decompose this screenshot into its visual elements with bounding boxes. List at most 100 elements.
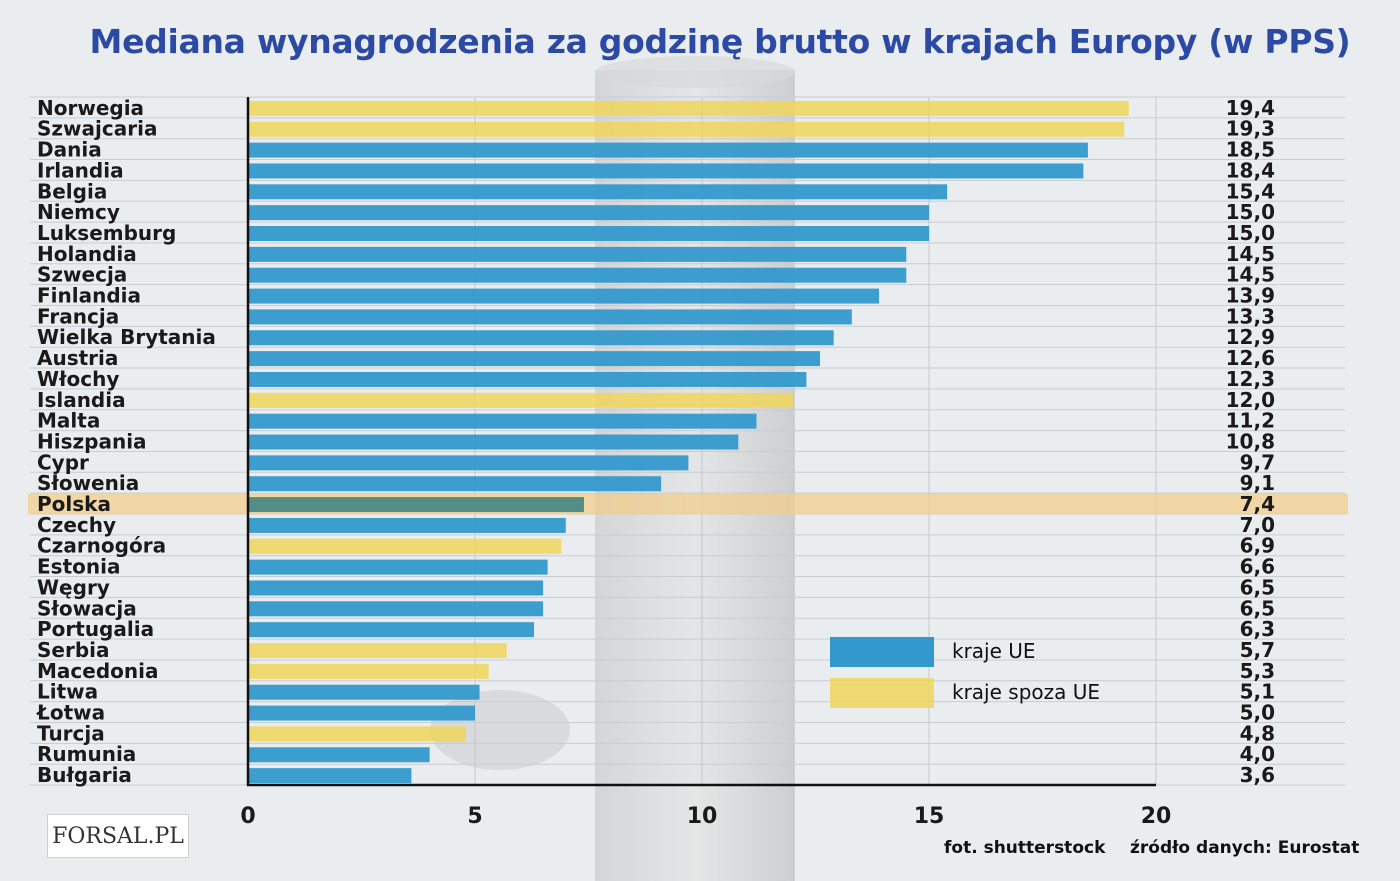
value-label: 3,6 [1240,763,1275,787]
value-label: 6,3 [1240,617,1275,641]
category-label: Słowacja [37,596,137,620]
bar-wielka-brytania [248,330,834,346]
value-label: 12,9 [1226,325,1275,349]
category-label: Łotwa [36,701,105,725]
value-label: 11,2 [1226,409,1275,433]
bar-słowenia [248,476,662,492]
bar-serbia [248,643,507,659]
bar-cypr [248,455,689,471]
value-label: 18,5 [1226,138,1275,162]
category-label: Rumunia [37,742,136,766]
category-label: Luksemburg [37,221,176,245]
bar-litwa [248,684,480,700]
value-label: 10,8 [1226,429,1275,453]
x-tick-label: 5 [467,804,482,829]
category-label: Wielka Brytania [37,325,216,349]
bar-macedonia [248,663,489,679]
highlight-band-polska [28,493,1348,515]
category-label: Polska [37,492,111,516]
category-label: Macedonia [37,659,158,683]
bar-węgry [248,580,544,596]
category-label: Finlandia [37,284,141,308]
value-label: 12,6 [1226,346,1275,370]
value-label: 19,3 [1226,117,1275,141]
bar-irlandia [248,163,1084,179]
category-label: Litwa [37,680,98,704]
category-label: Cypr [37,450,89,474]
photo-credit: fot. shutterstock [944,838,1106,858]
value-label: 6,5 [1240,596,1275,620]
value-label: 14,5 [1226,242,1275,266]
value-label: 15,0 [1226,200,1275,224]
category-label: Belgia [37,179,107,203]
data-source: źródło danych: Eurostat [1130,838,1360,858]
category-label: Austria [37,346,118,370]
bar-francja [248,309,852,325]
category-label: Włochy [37,367,119,391]
x-tick-label: 15 [914,804,945,829]
bar-hiszpania [248,434,739,450]
value-label: 6,9 [1240,534,1275,558]
bar-luksemburg [248,226,929,242]
bar-polska [248,497,584,513]
bar-finlandia [248,288,880,304]
category-label: Turcja [37,721,105,745]
legend-swatch-non-eu [830,678,934,708]
value-label: 12,3 [1226,367,1275,391]
category-label: Francja [37,304,119,328]
bar-szwecja [248,267,907,283]
bar-czechy [248,517,566,533]
bar-czarnogóra [248,538,562,554]
forsal-logo: FORSAL.PL [47,814,189,858]
bar-niemcy [248,205,929,221]
bar-szwajcaria [248,121,1125,137]
value-label: 9,7 [1240,450,1275,474]
value-label: 9,1 [1240,471,1275,495]
value-label: 15,0 [1226,221,1275,245]
x-tick-label: 10 [687,804,718,829]
value-label: 13,9 [1226,284,1275,308]
category-label: Szwecja [37,263,127,287]
category-label: Czarnogóra [37,534,166,558]
bar-holandia [248,246,907,262]
value-label: 4,0 [1240,742,1275,766]
bar-malta [248,413,757,429]
value-label: 12,0 [1226,388,1275,412]
category-label: Bułgaria [37,763,132,787]
bar-belgia [248,184,948,200]
category-label: Estonia [37,555,120,579]
x-tick-label: 0 [240,804,255,829]
value-label: 5,3 [1240,659,1275,683]
bar-austria [248,351,821,367]
bar-bułgaria [248,768,412,784]
legend-item-non-eu: kraje spoza UE [830,678,1150,710]
category-label: Norwegia [37,96,144,120]
value-label: 19,4 [1226,96,1275,120]
bar-rumunia [248,747,430,763]
category-label: Węgry [37,575,110,599]
category-label: Irlandia [37,158,124,182]
value-label: 5,1 [1240,680,1275,704]
legend-item-eu: kraje UE [830,637,1130,669]
value-label: 6,6 [1240,555,1275,579]
value-label: 7,0 [1240,513,1275,537]
value-label: 6,5 [1240,575,1275,599]
bar-turcja [248,726,466,742]
legend-label-eu: kraje UE [952,639,1036,663]
category-label: Holandia [37,242,137,266]
category-label: Słowenia [37,471,139,495]
value-label: 18,4 [1226,158,1275,182]
category-label: Serbia [37,638,110,662]
value-label: 7,4 [1240,492,1275,516]
value-label: 14,5 [1226,263,1275,287]
category-label: Malta [37,409,100,433]
bar-estonia [248,559,548,575]
value-label: 13,3 [1226,304,1275,328]
category-label: Szwajcaria [37,117,157,141]
bar-dania [248,142,1088,158]
value-label: 15,4 [1226,179,1275,203]
chart-title: Mediana wynagrodzenia za godzinę brutto … [89,22,1351,61]
value-label: 4,8 [1240,721,1275,745]
bar-portugalia [248,622,535,638]
